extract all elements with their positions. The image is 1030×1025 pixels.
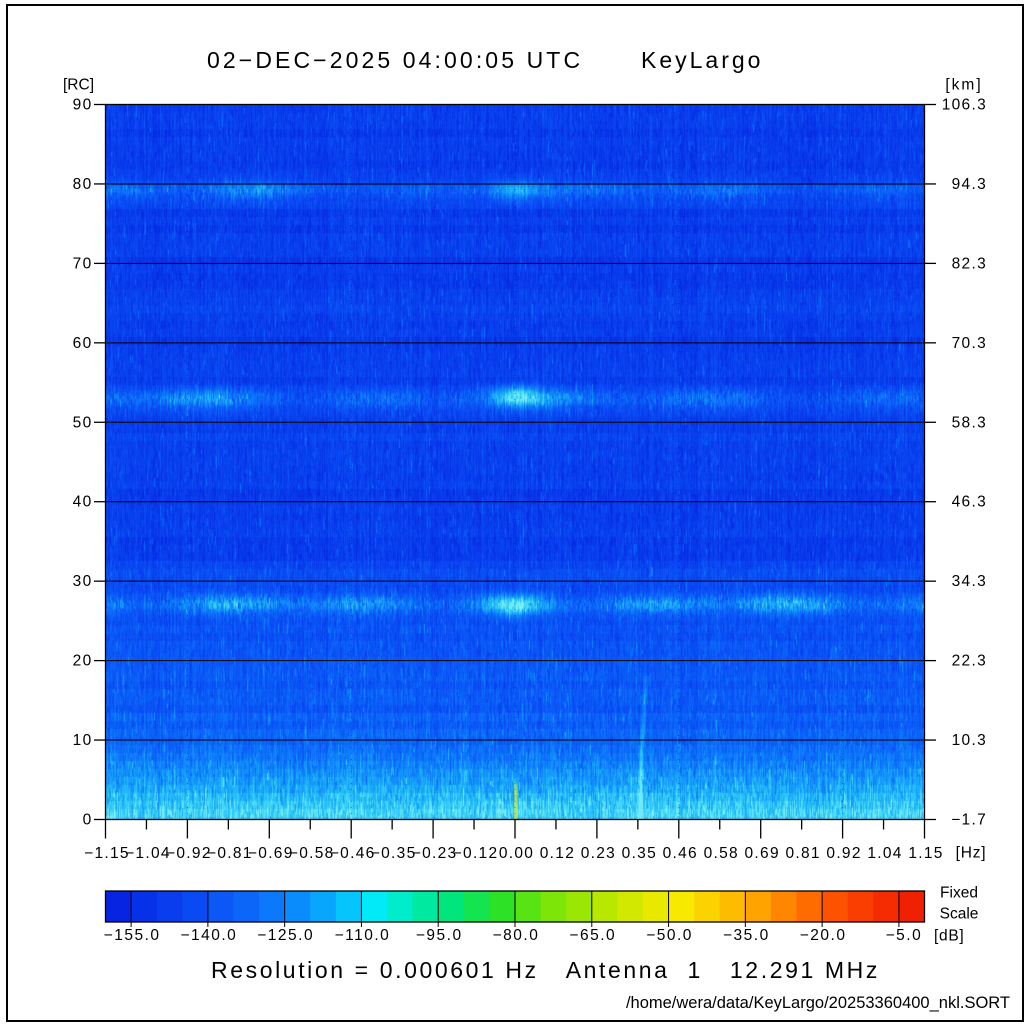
svg-text:10: 10 bbox=[73, 732, 93, 749]
svg-text:70: 70 bbox=[73, 255, 93, 272]
svg-text:−0.81: −0.81 bbox=[207, 845, 253, 862]
svg-text:34.3: 34.3 bbox=[952, 573, 987, 590]
svg-text:0.00: 0.00 bbox=[499, 845, 534, 862]
svg-text:−1.7: −1.7 bbox=[951, 811, 987, 828]
svg-text:82.3: 82.3 bbox=[952, 255, 987, 272]
svg-text:94.3: 94.3 bbox=[952, 176, 987, 193]
svg-text:106.3: 106.3 bbox=[942, 97, 987, 114]
svg-text:40: 40 bbox=[73, 494, 93, 511]
svg-text:1.15: 1.15 bbox=[908, 845, 943, 862]
svg-text:[Hz]: [Hz] bbox=[956, 845, 987, 862]
svg-text:−155.0: −155.0 bbox=[104, 927, 161, 944]
svg-text:−1.15: −1.15 bbox=[84, 845, 130, 862]
svg-text:−5.0: −5.0 bbox=[886, 927, 923, 944]
svg-text:30: 30 bbox=[73, 573, 93, 590]
svg-text:−95.0: −95.0 bbox=[416, 927, 463, 944]
svg-text:−20.0: −20.0 bbox=[800, 927, 847, 944]
svg-text:−0.58: −0.58 bbox=[289, 845, 335, 862]
svg-text:0: 0 bbox=[83, 811, 93, 828]
svg-text:0.92: 0.92 bbox=[826, 845, 861, 862]
svg-text:−0.46: −0.46 bbox=[330, 845, 376, 862]
svg-text:/home/wera/data/KeyLargo/20253: /home/wera/data/KeyLargo/20253360400_nkl… bbox=[626, 994, 1010, 1012]
svg-text:−0.23: −0.23 bbox=[412, 845, 458, 862]
svg-text:KeyLargo: KeyLargo bbox=[641, 47, 763, 73]
svg-text:−35.0: −35.0 bbox=[723, 927, 770, 944]
svg-text:Fixed: Fixed bbox=[940, 885, 978, 902]
svg-text:Resolution = 0.000601 Hz Ant: Resolution = 0.000601 Hz Antenna 1 12.29… bbox=[211, 957, 880, 983]
svg-text:−125.0: −125.0 bbox=[257, 927, 314, 944]
svg-text:−110.0: −110.0 bbox=[335, 927, 391, 944]
svg-text:−50.0: −50.0 bbox=[646, 927, 693, 944]
svg-text:[dB]: [dB] bbox=[934, 928, 964, 945]
svg-text:0.81: 0.81 bbox=[785, 845, 820, 862]
svg-text:70.3: 70.3 bbox=[952, 335, 987, 352]
svg-text:0.23: 0.23 bbox=[581, 845, 616, 862]
svg-text:60: 60 bbox=[73, 335, 93, 352]
svg-text:20: 20 bbox=[73, 653, 93, 670]
svg-text:0.58: 0.58 bbox=[704, 845, 739, 862]
svg-text:50: 50 bbox=[73, 414, 93, 431]
svg-text:Scale: Scale bbox=[940, 906, 979, 923]
svg-text:22.3: 22.3 bbox=[952, 653, 987, 670]
svg-text:10.3: 10.3 bbox=[952, 732, 987, 749]
svg-text:80: 80 bbox=[73, 176, 93, 193]
svg-text:−0.69: −0.69 bbox=[248, 845, 294, 862]
svg-text:46.3: 46.3 bbox=[952, 494, 987, 511]
svg-text:0.46: 0.46 bbox=[663, 845, 698, 862]
svg-text:1.04: 1.04 bbox=[867, 845, 902, 862]
svg-text:58.3: 58.3 bbox=[952, 414, 987, 431]
svg-text:−0.92: −0.92 bbox=[166, 845, 212, 862]
svg-text:−1.04: −1.04 bbox=[125, 845, 171, 862]
svg-text:−65.0: −65.0 bbox=[569, 927, 616, 944]
svg-text:90: 90 bbox=[73, 97, 93, 114]
svg-text:0.12: 0.12 bbox=[540, 845, 575, 862]
svg-text:−140.0: −140.0 bbox=[180, 927, 237, 944]
svg-text:−80.0: −80.0 bbox=[493, 927, 540, 944]
svg-text:−0.12: −0.12 bbox=[453, 845, 499, 862]
svg-text:[RC]: [RC] bbox=[63, 77, 94, 94]
svg-text:0.35: 0.35 bbox=[622, 845, 657, 862]
svg-text:02−DEC−2025 04:00:05 UTC: 02−DEC−2025 04:00:05 UTC bbox=[207, 47, 583, 73]
svg-text:0.69: 0.69 bbox=[745, 845, 780, 862]
svg-text:[km]: [km] bbox=[945, 77, 982, 94]
svg-text:−0.35: −0.35 bbox=[371, 845, 417, 862]
